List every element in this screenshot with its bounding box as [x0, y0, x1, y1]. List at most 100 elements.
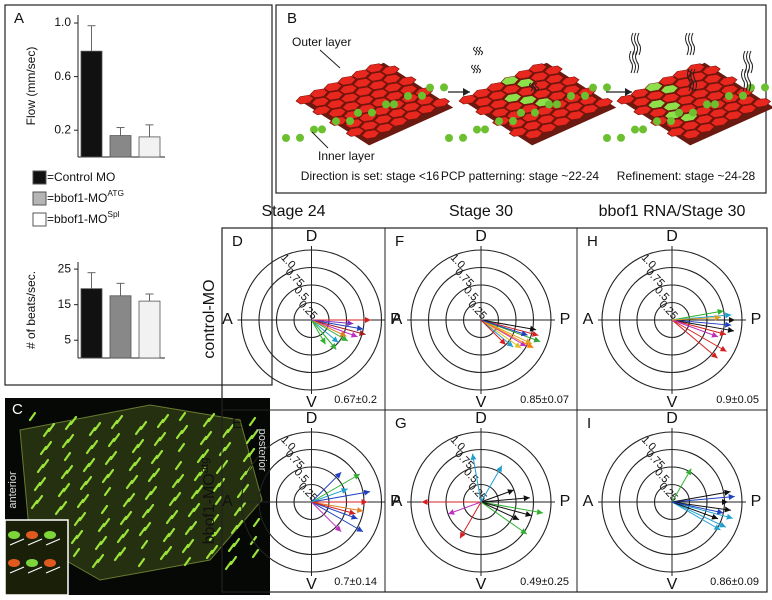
- cell: [486, 82, 506, 92]
- cell: [672, 69, 692, 80]
- vector-head: [536, 508, 544, 515]
- vector-arrow: [671, 319, 727, 352]
- cilium-dash: [33, 481, 42, 492]
- cilium-dash: [230, 524, 239, 535]
- cilium-dash: [193, 471, 202, 482]
- vector-arrow: [671, 308, 724, 321]
- cell: [722, 102, 742, 112]
- vector-arrow: [311, 319, 326, 345]
- cell: [673, 78, 693, 88]
- cilium-dash: [101, 473, 110, 484]
- cilium-dash: [143, 521, 152, 532]
- vector-arrow: [671, 319, 735, 333]
- vector-arrow: [311, 501, 364, 514]
- cilium-dash: [44, 440, 53, 451]
- cilium-dash: [167, 527, 176, 538]
- vector-head: [728, 494, 735, 501]
- cilium-dash: [85, 444, 94, 455]
- vector-arrow: [311, 473, 361, 503]
- cilium-dash: [128, 461, 137, 472]
- dir-label: D: [666, 410, 678, 427]
- vector-head: [685, 468, 692, 476]
- vector-shaft: [671, 501, 733, 519]
- cilium-dash: [118, 546, 127, 557]
- cilium-dash: [192, 502, 201, 513]
- cilium-dash: [54, 505, 63, 516]
- pointer: [319, 49, 341, 69]
- cilium-dash: [204, 430, 213, 441]
- dir-label: A: [392, 493, 403, 510]
- vector-arrow: [671, 319, 718, 359]
- cell: [546, 82, 566, 93]
- vector-arrow: [480, 319, 534, 349]
- y-tick-label: 1.0: [54, 15, 71, 29]
- y-axis-label: # of beats/sec.: [24, 271, 38, 349]
- vector-shaft: [480, 501, 544, 514]
- cell: [368, 80, 388, 90]
- cell: [458, 94, 478, 105]
- vector-arrow: [311, 501, 356, 516]
- vector-arrow: [480, 319, 539, 337]
- dir-label: A: [222, 493, 233, 510]
- dir-label: D: [475, 228, 487, 245]
- cilium-dash: [102, 517, 111, 528]
- y-axis-label: Flow (mm/sec): [24, 47, 38, 126]
- cilium-dash: [100, 504, 109, 515]
- cilium-dash: [238, 501, 247, 512]
- legend-label: =Control MO: [47, 170, 115, 184]
- vector-head: [421, 499, 428, 505]
- cilium-dash: [227, 542, 236, 553]
- cilium-dash: [248, 416, 257, 427]
- vector-head: [523, 495, 530, 502]
- cilium-dash: [223, 441, 232, 452]
- basal-body: [8, 531, 20, 539]
- vector-shaft: [471, 453, 482, 503]
- cilium-dash: [30, 499, 39, 510]
- cilium-dash: [146, 503, 155, 514]
- vector-head: [496, 465, 502, 473]
- vector-head: [506, 340, 514, 347]
- vector-shaft: [671, 319, 732, 326]
- vector-head: [531, 330, 539, 337]
- dir-label: P: [390, 311, 401, 328]
- cilia: [477, 64, 481, 74]
- vector-shaft: [671, 501, 719, 520]
- vector-arrow: [671, 501, 731, 513]
- cilium-dash: [162, 532, 171, 543]
- cilium-dash: [138, 526, 147, 537]
- vector-head: [356, 325, 364, 332]
- cilium-dash: [137, 557, 146, 568]
- cilium-dash: [241, 483, 250, 494]
- cilia: [635, 50, 639, 74]
- cell: [690, 89, 710, 99]
- vector-arrow: [447, 501, 482, 515]
- cilium-dash: [171, 478, 180, 489]
- panel-label: A: [14, 10, 24, 27]
- vector-arrow: [672, 317, 735, 323]
- tuft: [296, 133, 304, 142]
- cilium-dash: [107, 437, 116, 448]
- inset-arrow: [45, 538, 61, 546]
- cilium-dash: [187, 507, 196, 518]
- row-label: bbof1-MOatg: [199, 458, 218, 545]
- cilium-dash: [202, 417, 211, 428]
- vector-head: [711, 331, 719, 338]
- cilium-dash: [134, 425, 143, 436]
- vector-arrow: [480, 319, 522, 349]
- inset-arrow: [27, 566, 43, 574]
- cilium-dash: [224, 560, 233, 571]
- vector-head: [717, 308, 724, 315]
- vector-head: [507, 489, 514, 495]
- vector-head: [448, 509, 455, 515]
- cell: [472, 88, 492, 99]
- cilium-dash: [168, 496, 177, 507]
- cilium-dash: [130, 474, 139, 485]
- tuft: [739, 91, 747, 100]
- tuft: [495, 117, 503, 126]
- tuft: [653, 117, 661, 126]
- cilium-dash: [124, 510, 133, 521]
- cell: [706, 91, 725, 101]
- vector-shaft: [671, 468, 692, 503]
- bar: [109, 135, 132, 158]
- cilium-dash: [199, 435, 208, 446]
